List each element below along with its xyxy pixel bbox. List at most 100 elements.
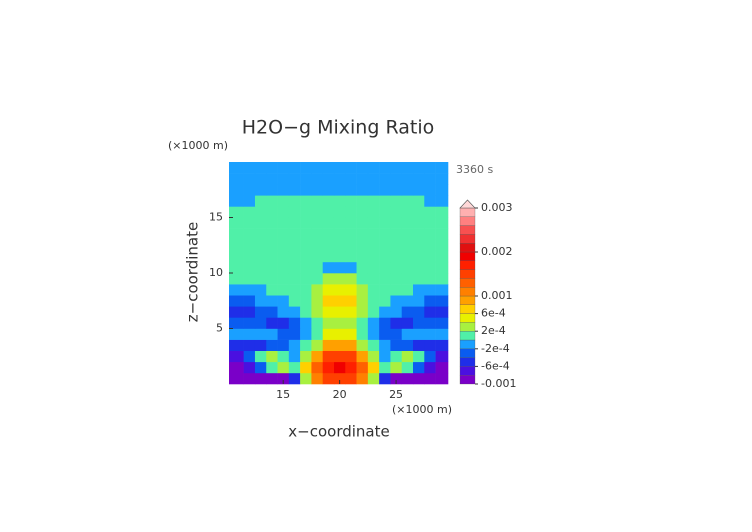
contour-cell — [345, 328, 357, 340]
contour-cell — [390, 350, 403, 363]
contour-cell — [311, 250, 323, 263]
colorbar-tick-label: 0.002 — [481, 245, 513, 258]
contour-cell — [229, 328, 244, 340]
contour-cell — [243, 250, 256, 263]
contour-cell — [322, 261, 335, 274]
contour-cell — [413, 372, 425, 385]
contour-cell — [401, 184, 414, 196]
contour-cell — [300, 339, 312, 351]
contour-cell — [435, 350, 449, 363]
contour-cell — [401, 328, 414, 340]
colorbar-band — [459, 322, 476, 332]
contour-cell — [311, 328, 323, 340]
contour-cell — [435, 273, 449, 285]
contour-cell — [254, 372, 267, 385]
contour-cell — [229, 239, 244, 252]
contour-cell — [311, 162, 323, 174]
contour-cell — [243, 328, 256, 340]
contour-cell — [413, 217, 425, 229]
contour-cell — [413, 239, 425, 252]
contour-cell — [413, 339, 425, 351]
contour-cell — [322, 361, 335, 374]
contour-cell — [266, 317, 278, 329]
contour-cell — [333, 162, 346, 174]
contour-cell — [322, 328, 335, 340]
contour-cell — [322, 339, 335, 351]
contour-cell — [322, 372, 335, 385]
contour-cell — [424, 273, 436, 285]
contour-cell — [288, 250, 301, 263]
contour-cell — [243, 261, 256, 274]
contour-cell — [401, 361, 414, 374]
contour-cell — [277, 184, 290, 196]
colorbar-band — [459, 225, 476, 235]
contour-cell — [254, 173, 267, 185]
contour-cell — [390, 239, 403, 252]
contour-cell — [401, 206, 414, 218]
contour-cell — [356, 328, 369, 340]
contour-cell — [345, 317, 357, 329]
contour-cell — [413, 273, 425, 285]
contour-cell — [379, 306, 391, 318]
contour-cell — [288, 206, 301, 218]
contour-cell — [435, 295, 449, 307]
contour-cell — [367, 195, 380, 207]
contour-cell — [277, 295, 290, 307]
contour-cell — [322, 228, 335, 240]
contour-cell — [390, 306, 403, 318]
contour-cell — [322, 184, 335, 196]
contour-cell — [322, 195, 335, 207]
contour-cell — [288, 317, 301, 329]
contour-cell — [356, 239, 369, 252]
colorbar-band — [459, 260, 476, 270]
contour-cell — [277, 217, 290, 229]
contour-cell — [367, 361, 380, 374]
contour-cell — [356, 339, 369, 351]
time-label: 3360 s — [456, 163, 493, 176]
contour-cell — [266, 306, 278, 318]
contour-cell — [390, 217, 403, 229]
contour-cell — [243, 173, 256, 185]
contour-cell — [424, 250, 436, 263]
contour-cell — [254, 295, 267, 307]
colorbar-tick-label: 0.003 — [481, 201, 513, 214]
contour-cell — [254, 306, 267, 318]
contour-cell — [266, 206, 278, 218]
contour-cell — [345, 162, 357, 174]
contour-cell — [311, 206, 323, 218]
contour-cell — [266, 273, 278, 285]
contour-cell — [243, 228, 256, 240]
contour-cell — [288, 273, 301, 285]
contour-cell — [390, 184, 403, 196]
contour-cell — [413, 228, 425, 240]
contour-cell — [333, 228, 346, 240]
contour-cell — [266, 295, 278, 307]
contour-cell — [266, 162, 278, 174]
contour-cell — [277, 261, 290, 274]
contour-cell — [288, 350, 301, 363]
contour-cell — [229, 195, 244, 207]
contour-cell — [277, 173, 290, 185]
contour-cell — [424, 173, 436, 185]
contour-cell — [345, 339, 357, 351]
contour-cell — [277, 195, 290, 207]
contour-cell — [401, 372, 414, 385]
contour-cell — [345, 228, 357, 240]
contour-cell — [379, 228, 391, 240]
contour-cell — [356, 228, 369, 240]
contour-cell — [322, 273, 335, 285]
contour-cell — [345, 284, 357, 296]
contour-cell — [345, 184, 357, 196]
contour-cell — [243, 206, 256, 218]
colorbar-band — [459, 216, 476, 226]
contour-cell — [401, 339, 414, 351]
contour-cell — [300, 261, 312, 274]
contour-cell — [300, 206, 312, 218]
contour-cell — [229, 162, 244, 174]
contour-cell — [413, 361, 425, 374]
contour-cell — [288, 328, 301, 340]
contour-cell — [356, 261, 369, 274]
contour-cell — [424, 217, 436, 229]
contour-cell — [254, 350, 267, 363]
colorbar-band — [459, 366, 476, 376]
